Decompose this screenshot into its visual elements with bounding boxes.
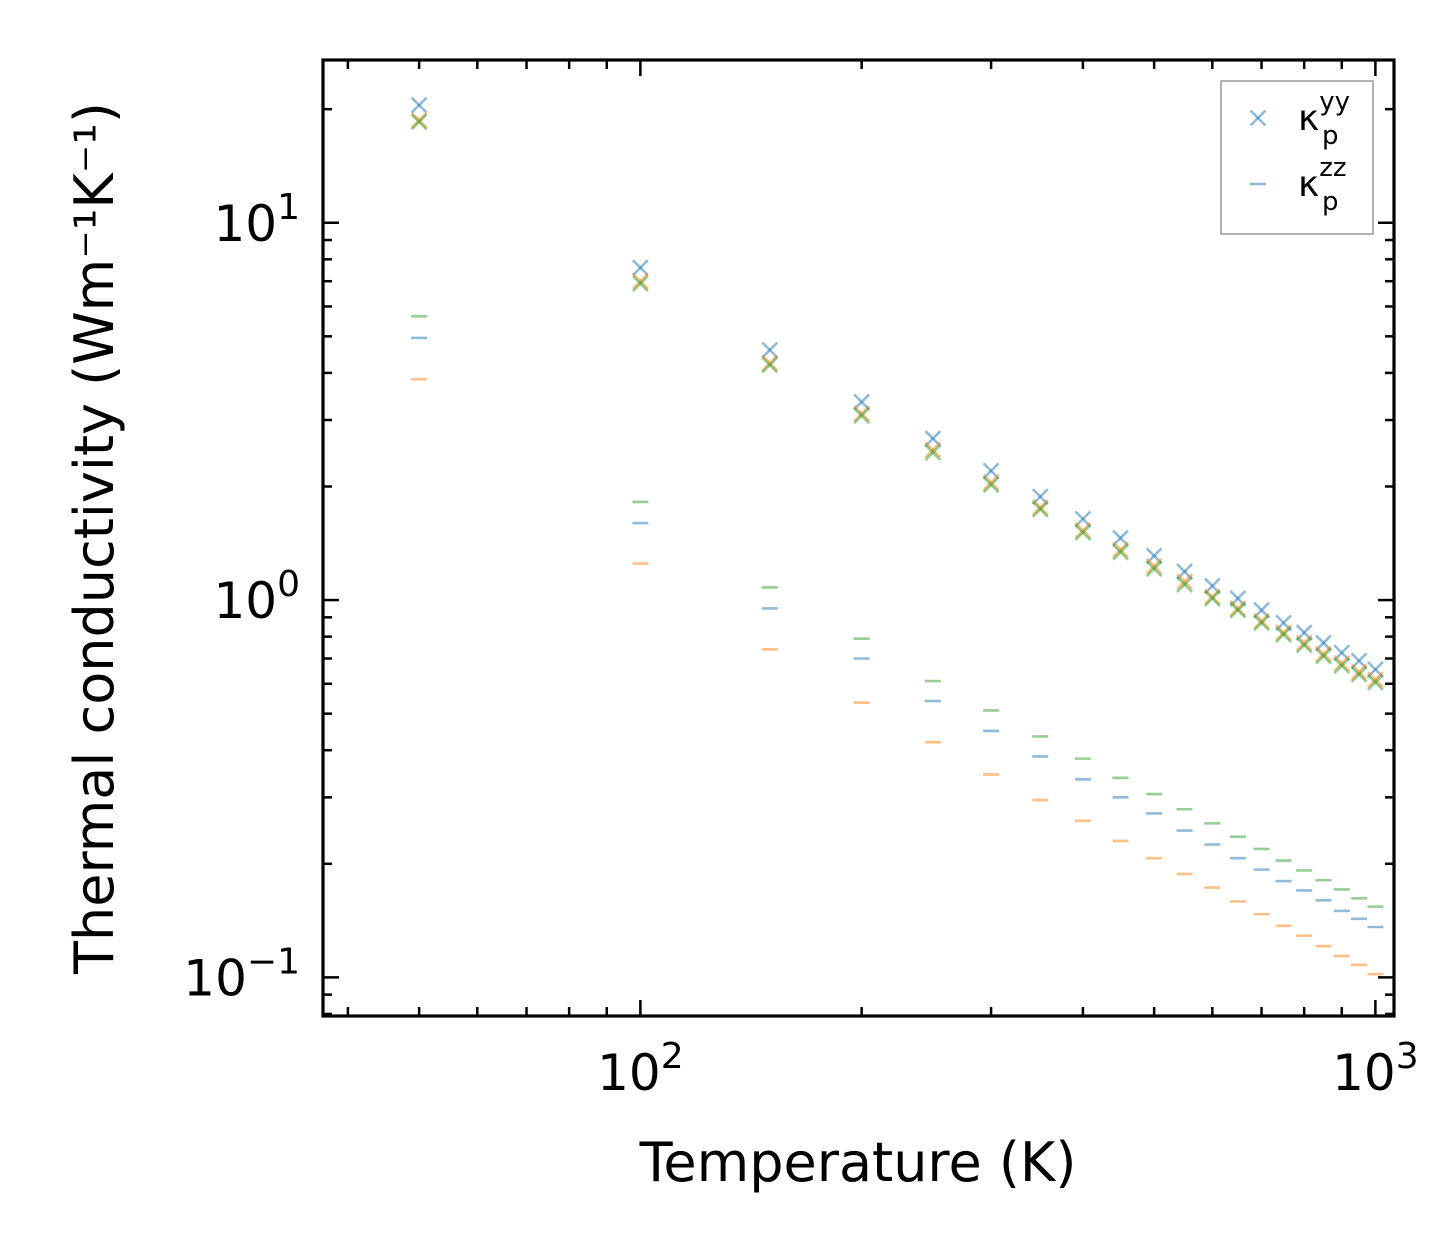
x-tick-label: 102 [597,1036,684,1102]
data-point [1275,624,1292,642]
data-point [982,476,1000,494]
data-point [1253,614,1270,632]
data-point [1315,645,1332,663]
data-point [1229,601,1247,619]
data-point [1295,634,1313,652]
data-point [1031,500,1049,518]
data-point [631,272,649,290]
data-point [761,341,779,359]
y-axis-title: Thermal conductivity (Wm⁻¹K⁻¹) [63,102,126,975]
data-point [1315,647,1332,665]
data-point [1333,657,1351,675]
series-yy-2 [410,113,1384,691]
data-point [1366,671,1384,689]
data-point [631,275,649,292]
y-tick-labels: 10−1 100 101 [183,187,300,1008]
data-point [1074,524,1092,541]
legend-cross-marker [1249,109,1267,127]
data-point [982,474,1000,491]
data-points [410,96,1384,976]
y-tick-label: 101 [213,187,300,253]
legend-entry-yy: κyy p [1249,87,1350,151]
x-tick-label: 103 [1332,1036,1419,1102]
data-point [924,441,942,459]
data-point [410,113,428,131]
data-point [924,444,942,461]
data-point [1275,626,1292,644]
series-zz-3 [411,336,1384,929]
data-point [761,356,779,374]
data-point [1253,612,1270,630]
data-point [1295,636,1313,654]
data-point [1333,654,1351,672]
data-point [1145,560,1163,578]
x-axis-title: Temperature (K) [639,1131,1077,1194]
data-point [1145,557,1163,575]
series-zz-4 [411,377,1384,976]
legend-label: κyy p [1298,87,1350,151]
data-point [1350,663,1368,681]
data-point [1176,573,1193,590]
data-point [1112,543,1129,561]
data-point [761,354,779,372]
data-point [1203,590,1221,607]
legend-label: κzz p [1298,153,1347,217]
legend-entry-zz: κzz p [1250,153,1347,217]
x-tick-labels: 102 103 [597,1036,1419,1102]
data-point [853,407,871,425]
data-point [1074,521,1092,539]
data-point [631,259,649,277]
data-point [410,96,428,114]
data-point [1366,673,1384,691]
y-tick-label: 10−1 [183,941,300,1007]
y-tick-label: 100 [213,564,300,630]
plot-frame [321,58,1396,1018]
data-point [1176,576,1193,593]
legend-box [1220,80,1374,235]
data-point [1350,666,1368,683]
series-zz-5 [411,315,1384,908]
data-point [1031,499,1049,516]
data-point [853,405,871,423]
data-point [1112,541,1129,559]
